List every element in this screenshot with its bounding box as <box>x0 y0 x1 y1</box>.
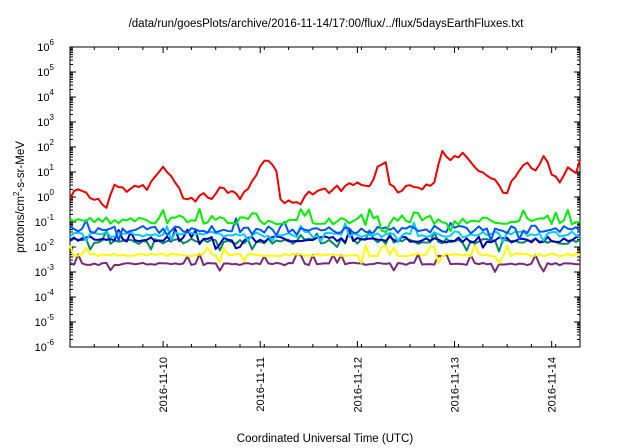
y-tick-label-exp: -6 <box>47 338 55 347</box>
y-tick-label-exp: -5 <box>47 313 55 322</box>
y-tick-label: 10-4 <box>35 288 55 304</box>
y-tick-label-exp: -2 <box>47 238 55 247</box>
y-tick-label-base: 10 <box>37 142 49 154</box>
y-axis-label-base: protons/cm <box>15 196 27 253</box>
y-tick-label-exp: 4 <box>50 88 55 97</box>
flux-series-line <box>69 217 581 242</box>
x-tick-label: 2016-11-14 <box>547 357 559 412</box>
y-tick-label-base: 10 <box>35 292 47 304</box>
y-tick-label-exp: 1 <box>50 163 55 172</box>
x-tick-label: 2016-11-13 <box>450 357 462 412</box>
x-tick-label: 2016-11-10 <box>158 357 170 412</box>
y-tick-label-base: 10 <box>35 342 47 354</box>
y-tick-label: 104 <box>37 88 54 104</box>
flux-series-line <box>69 253 580 273</box>
y-tick-label-base: 10 <box>37 167 49 179</box>
flux-series-line <box>69 227 581 250</box>
y-tick-label-exp: 2 <box>50 138 55 147</box>
y-tick-label-base: 10 <box>37 92 49 104</box>
flux-series-line <box>69 150 581 209</box>
y-tick-label-base: 10 <box>35 242 47 254</box>
y-tick-label: 103 <box>37 113 54 129</box>
y-tick-label: 10-5 <box>35 313 55 329</box>
y-tick-label: 102 <box>37 138 54 154</box>
y-tick-label-base: 10 <box>37 192 49 204</box>
y-tick-label-base: 10 <box>35 317 47 329</box>
y-tick-label: 10-2 <box>35 238 55 254</box>
y-axis-label-sup: 2 <box>12 191 21 196</box>
x-tick-label: 2016-11-11 <box>255 357 267 412</box>
y-tick-label: 10-6 <box>35 338 55 354</box>
y-tick-label: 10-3 <box>35 263 55 279</box>
y-tick-label-exp: -1 <box>47 213 55 222</box>
y-tick-label-exp: 3 <box>50 113 55 122</box>
flux-series-line <box>69 243 581 265</box>
y-tick-label-base: 10 <box>35 217 47 229</box>
y-tick-label: 101 <box>37 163 54 179</box>
y-tick-label: 10-1 <box>35 213 55 229</box>
x-tick-label: 2016-11-12 <box>352 357 364 412</box>
y-tick-label-exp: 0 <box>50 188 55 197</box>
y-tick-label: 100 <box>37 188 54 204</box>
chart-title: /data/run/goesPlots/archive/2016-11-14/1… <box>129 18 525 30</box>
y-tick-label: 106 <box>37 38 54 54</box>
y-axis-label-rest: -s-sr-MeV <box>15 141 27 192</box>
x-axis: 2016-11-10 2016-11-11 2016-11-12 2016-11-13… <box>69 47 581 412</box>
series-group <box>69 150 581 273</box>
y-tick-label-base: 10 <box>37 42 49 54</box>
y-tick-label-exp: 5 <box>50 63 55 72</box>
y-tick-label-base: 10 <box>37 117 49 129</box>
flux-series-line <box>69 207 581 234</box>
x-axis-label: Coordinated Universal Time (UTC) <box>237 433 414 445</box>
y-tick-label-exp: -4 <box>47 288 55 297</box>
y-tick-label-base: 10 <box>35 267 47 279</box>
y-axis-label: protons/cm2-s-sr-MeV <box>12 141 27 253</box>
y-tick-label: 105 <box>37 63 54 79</box>
y-tick-label-exp: -3 <box>47 263 55 272</box>
y-tick-label-exp: 6 <box>50 38 55 47</box>
y-axis: 10-610-510-410-310-210-11001011021031041… <box>35 38 580 354</box>
plot-frame <box>69 46 581 348</box>
y-tick-label-base: 10 <box>37 67 49 79</box>
